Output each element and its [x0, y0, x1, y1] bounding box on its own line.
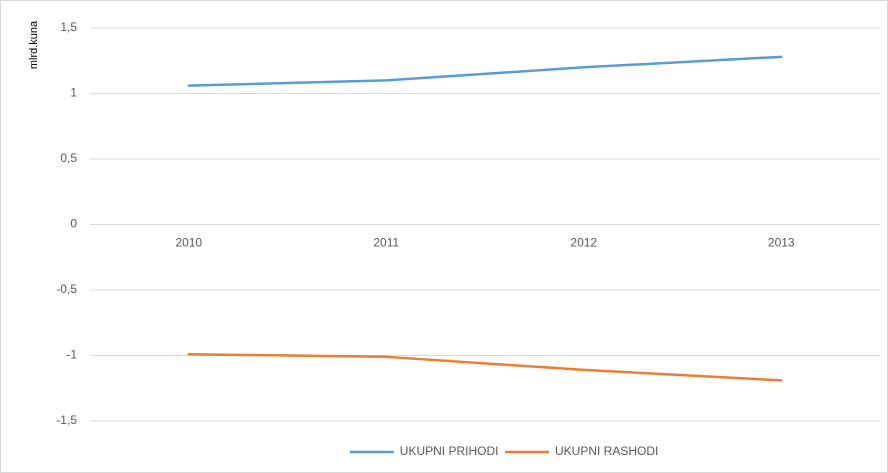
x-tick-label: 2011 — [373, 236, 399, 250]
y-tick-label: -1 — [66, 348, 77, 362]
y-tick-label: 0,5 — [60, 151, 77, 165]
y-tick-label: -0,5 — [56, 282, 77, 296]
x-tick-label: 2012 — [570, 236, 597, 250]
y-tick-label: 1,5 — [60, 20, 77, 34]
y-tick-label: -1,5 — [56, 413, 77, 427]
x-tick-label: 2013 — [768, 236, 795, 250]
y-tick-label: 1 — [70, 86, 77, 100]
legend-label: UKUPNI PRIHODI — [400, 444, 499, 458]
series-line — [187, 55, 783, 87]
y-tick-label: 0 — [70, 217, 77, 231]
x-tick-label: 2010 — [175, 236, 202, 250]
y-axis-label: mlrd.kuna — [28, 20, 40, 69]
series-line — [187, 352, 783, 382]
legend-label: UKUPNI RASHODI — [555, 444, 658, 458]
